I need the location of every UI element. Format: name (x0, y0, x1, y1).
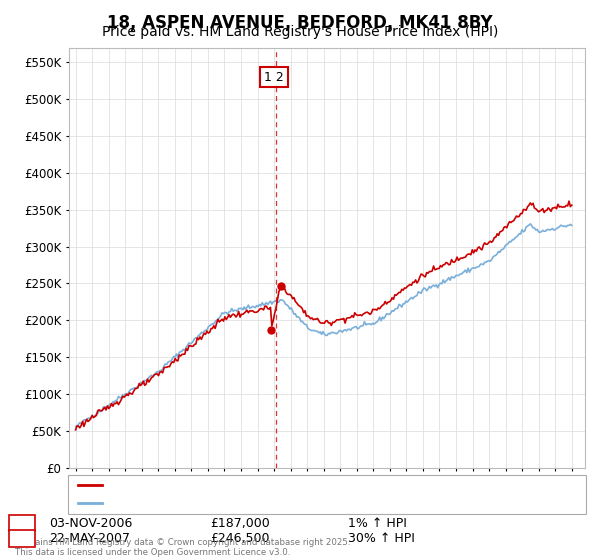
Text: 30% ↑ HPI: 30% ↑ HPI (348, 532, 415, 545)
Text: 2: 2 (18, 532, 26, 545)
Text: £246,500: £246,500 (210, 532, 269, 545)
Text: 1% ↑ HPI: 1% ↑ HPI (348, 516, 407, 530)
Text: Contains HM Land Registry data © Crown copyright and database right 2025.
This d: Contains HM Land Registry data © Crown c… (15, 538, 350, 557)
Text: 1 2: 1 2 (264, 71, 284, 83)
Text: 1: 1 (18, 516, 26, 530)
Text: Price paid vs. HM Land Registry's House Price Index (HPI): Price paid vs. HM Land Registry's House … (102, 25, 498, 39)
Text: 18, ASPEN AVENUE, BEDFORD, MK41 8BY (semi-detached house): 18, ASPEN AVENUE, BEDFORD, MK41 8BY (sem… (108, 480, 464, 490)
Text: £187,000: £187,000 (210, 516, 270, 530)
Text: HPI: Average price, semi-detached house, Bedford: HPI: Average price, semi-detached house,… (108, 498, 383, 508)
Text: 18, ASPEN AVENUE, BEDFORD, MK41 8BY: 18, ASPEN AVENUE, BEDFORD, MK41 8BY (107, 14, 493, 32)
Text: 03-NOV-2006: 03-NOV-2006 (49, 516, 133, 530)
Text: 22-MAY-2007: 22-MAY-2007 (49, 532, 130, 545)
